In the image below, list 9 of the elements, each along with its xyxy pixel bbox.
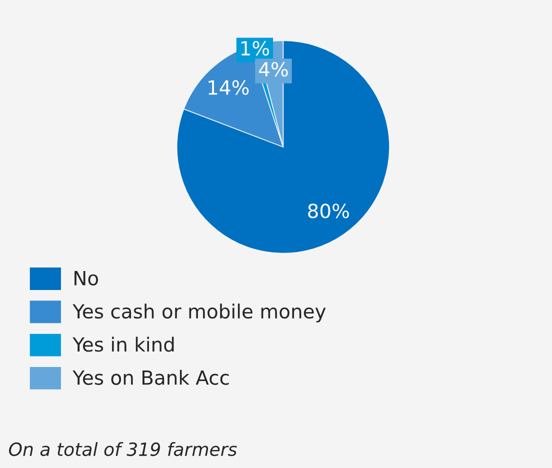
data-label: 4% bbox=[259, 62, 288, 77]
text: On a total of 319 farmers bbox=[9, 442, 237, 456]
legend-label: Yes on Bank Acc bbox=[72, 370, 229, 385]
data-label: 80% bbox=[308, 204, 349, 218]
legend-label: Yes in kind bbox=[72, 336, 174, 352]
data-label: 14% bbox=[208, 80, 249, 95]
data-label: 1% bbox=[241, 40, 270, 56]
legend-label: No bbox=[74, 271, 98, 286]
legend-label: Yes cash or mobile money bbox=[72, 304, 326, 322]
